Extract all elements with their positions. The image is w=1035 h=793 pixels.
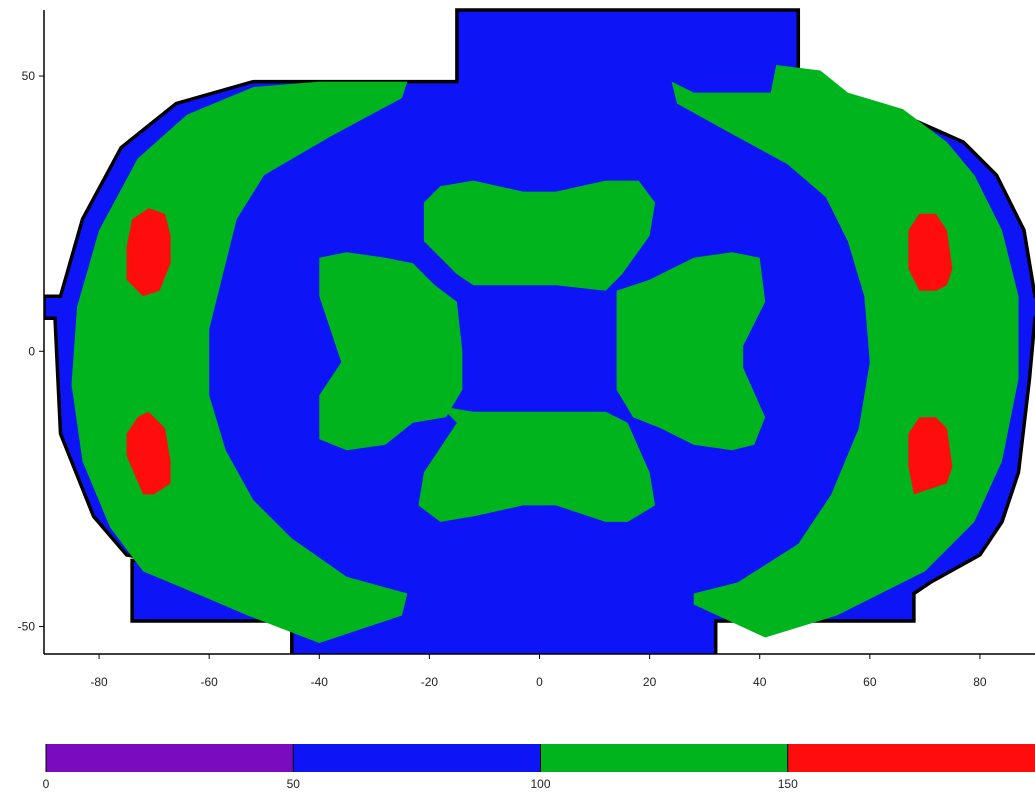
region-red-right-upper — [908, 213, 953, 291]
colorbar-label-50: 50 — [287, 777, 301, 791]
region-domain — [44, 8, 1035, 654]
region-red-right-lower — [908, 417, 953, 495]
x-tick-label-0: 0 — [536, 675, 543, 689]
x-tick-label-80: 80 — [973, 675, 987, 689]
x-tick-label--60: -60 — [200, 675, 218, 689]
region-green-bottom-lobe — [418, 406, 656, 522]
colorbar: 0 50 100 150 — [43, 744, 1035, 791]
region-red-left-lower — [126, 411, 171, 495]
y-tick-label-0: 0 — [28, 344, 35, 358]
region-green-right-arc — [671, 65, 1019, 638]
contour-regions — [44, 8, 1035, 654]
colorbar-label-150: 150 — [778, 777, 798, 791]
region-green-left-lobe — [319, 252, 463, 451]
axes: -80 -60 -40 -20 0 20 40 60 80 50 0 -50 — [18, 10, 1035, 689]
colorbar-label-0: 0 — [43, 777, 50, 791]
x-tick-label--20: -20 — [421, 675, 439, 689]
x-tick-label--80: -80 — [90, 675, 108, 689]
colorbar-band-50-100 — [293, 744, 541, 772]
x-tick-label-20: 20 — [643, 675, 657, 689]
x-tick-label--40: -40 — [311, 675, 329, 689]
colorbar-label-100: 100 — [530, 777, 550, 791]
x-tick-label-40: 40 — [753, 675, 767, 689]
y-tick-label-50: 50 — [22, 69, 36, 83]
region-green-top-lobe — [423, 180, 656, 291]
colorbar-band-150-200 — [787, 744, 1035, 772]
x-tick-label-60: 60 — [863, 675, 877, 689]
colorbar-band-0-50 — [46, 744, 294, 772]
y-tick-label--50: -50 — [18, 619, 36, 633]
region-red-left-upper — [126, 208, 171, 297]
colorbar-band-100-150 — [540, 744, 788, 772]
region-green-right-lobe — [616, 252, 766, 451]
